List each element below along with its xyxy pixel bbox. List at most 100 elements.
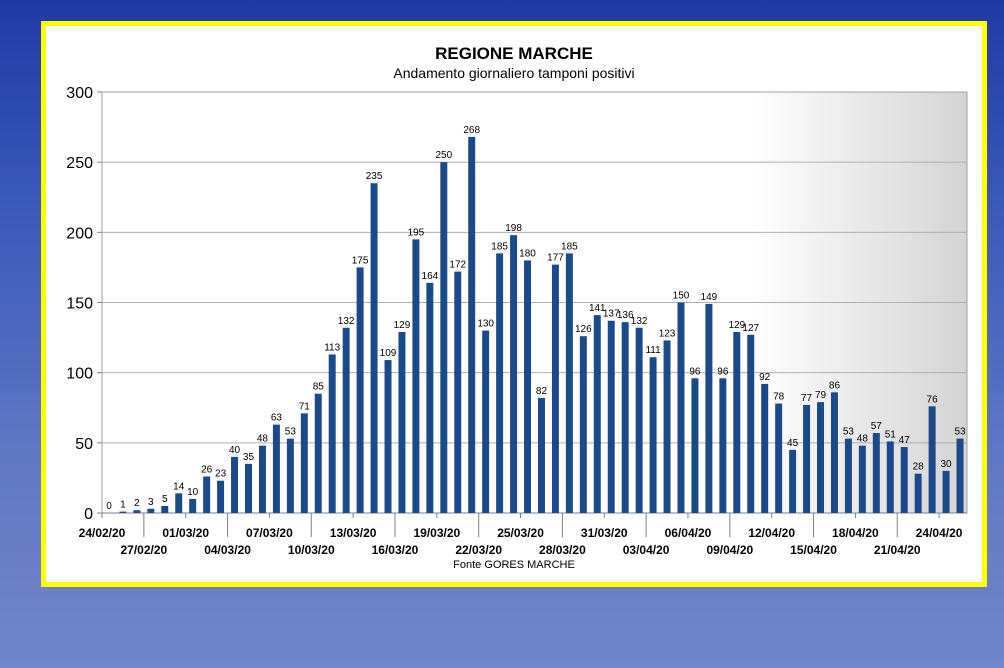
y-tick-label: 300 <box>66 85 93 102</box>
data-label: 79 <box>815 390 827 401</box>
data-label: 96 <box>717 366 729 377</box>
bar <box>817 402 824 513</box>
bar <box>803 404 811 513</box>
bar <box>691 378 699 513</box>
bar <box>231 456 239 513</box>
data-label: 164 <box>422 271 439 282</box>
bar <box>886 441 894 513</box>
data-label: 2 <box>134 498 140 509</box>
data-label: 109 <box>380 348 397 359</box>
x-tick-label: 01/03/20 <box>162 526 209 540</box>
bar <box>412 239 420 513</box>
data-label: 35 <box>243 452 255 463</box>
bar <box>551 264 559 513</box>
bar <box>384 360 392 513</box>
data-label: 130 <box>477 319 494 330</box>
x-tick-label: 31/03/20 <box>581 526 628 540</box>
y-tick-label: 200 <box>66 225 93 242</box>
data-label: 96 <box>689 366 701 377</box>
bar <box>928 406 936 513</box>
x-tick-label: 15/04/20 <box>790 543 837 557</box>
bar <box>133 510 141 513</box>
bar <box>649 357 657 513</box>
bar <box>496 253 504 513</box>
data-label: 123 <box>659 328 676 339</box>
bar <box>203 476 211 513</box>
data-label: 177 <box>547 253 564 264</box>
data-label: 53 <box>285 427 297 438</box>
y-tick-label: 50 <box>75 436 93 453</box>
bar <box>593 315 601 513</box>
data-label: 45 <box>787 438 799 449</box>
data-label: 198 <box>505 223 522 234</box>
data-label: 150 <box>673 291 690 302</box>
data-label: 78 <box>773 392 785 403</box>
x-tick-label: 07/03/20 <box>246 526 293 540</box>
data-label: 1 <box>120 500 126 511</box>
bar <box>537 397 545 513</box>
data-label: 76 <box>927 394 939 405</box>
data-label: 92 <box>759 372 771 383</box>
x-tick-label: 03/04/20 <box>623 543 670 557</box>
bar <box>370 183 378 513</box>
x-tick-label: 06/04/20 <box>665 526 712 540</box>
data-label: 28 <box>913 462 925 473</box>
bar <box>468 136 476 513</box>
data-label: 48 <box>257 434 269 445</box>
x-tick-label: 24/02/20 <box>79 526 126 540</box>
bar <box>161 505 169 513</box>
x-tick-label: 12/04/20 <box>748 526 795 540</box>
bar <box>872 433 880 513</box>
x-tick-label: 09/04/20 <box>706 543 753 557</box>
bar <box>830 392 838 513</box>
data-label: 250 <box>435 150 452 161</box>
y-tick-label: 150 <box>66 296 93 313</box>
y-tick-label: 0 <box>84 506 93 523</box>
bar <box>510 235 518 513</box>
bar <box>482 330 490 513</box>
bar <box>426 282 434 513</box>
x-axis-ticks: 24/02/20 27/02/20 01/03/20 04/03/20 07/03/20… <box>79 513 963 557</box>
bar <box>663 340 671 513</box>
data-label: 51 <box>885 429 897 440</box>
data-label: 71 <box>299 401 311 412</box>
data-label: 113 <box>324 342 340 353</box>
bar <box>579 336 587 513</box>
bar <box>858 445 866 513</box>
bar <box>747 334 755 513</box>
x-tick-label: 25/03/20 <box>497 526 544 540</box>
y-tick-label: 100 <box>66 366 93 383</box>
bars <box>119 136 964 513</box>
bar <box>440 162 448 513</box>
data-label: 53 <box>843 427 855 438</box>
x-tick-label: 13/03/20 <box>330 526 377 540</box>
bar <box>621 322 629 513</box>
bar <box>272 424 280 513</box>
chart-subtitle: Andamento giornaliero tamponi positivi <box>393 65 635 81</box>
x-tick-label: 22/03/20 <box>455 543 502 557</box>
data-label: 23 <box>215 469 227 480</box>
data-label: 149 <box>701 292 718 303</box>
bar <box>314 393 322 513</box>
data-label: 3 <box>148 497 154 508</box>
data-label: 127 <box>742 323 759 334</box>
bar <box>900 447 908 513</box>
data-label: 235 <box>366 171 383 182</box>
bar <box>789 449 797 513</box>
bar <box>956 438 964 513</box>
data-label: 14 <box>173 481 185 492</box>
x-tick-label: 24/04/20 <box>916 526 963 540</box>
data-label: 82 <box>536 386 548 397</box>
bar <box>286 438 294 513</box>
bar <box>761 383 769 513</box>
bar <box>635 327 643 513</box>
bar <box>398 331 406 513</box>
data-label: 195 <box>408 227 425 238</box>
data-label: 137 <box>603 309 620 320</box>
chart-source: Fonte GORES MARCHE <box>453 559 575 571</box>
x-tick-label: 18/04/20 <box>832 526 879 540</box>
bar <box>719 378 727 513</box>
bar <box>189 498 197 513</box>
